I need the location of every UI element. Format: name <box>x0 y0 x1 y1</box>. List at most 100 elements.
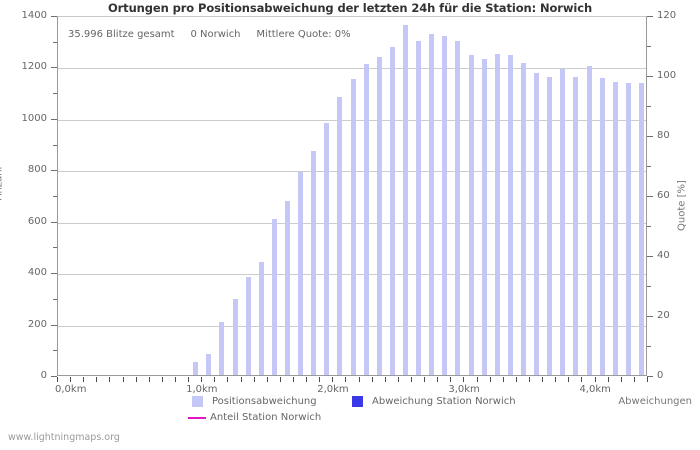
y-axis-right-title: Quote [%] <box>676 180 688 231</box>
x-axis-tick <box>463 377 465 382</box>
bar <box>337 97 343 375</box>
bar <box>534 72 540 375</box>
x-axis-tick <box>450 377 452 382</box>
bar <box>232 299 238 375</box>
bar <box>402 25 408 375</box>
x-axis-tick <box>306 377 308 382</box>
x-axis-tick <box>201 377 203 382</box>
x-axis-tick <box>57 377 58 382</box>
x-axis-tick <box>345 377 347 382</box>
y2-axis-tick <box>647 376 653 377</box>
y-axis-tick <box>51 67 57 69</box>
bar <box>376 57 382 375</box>
x-axis-tick <box>384 377 386 382</box>
y-axis-left-title: Anzahl <box>0 166 5 201</box>
bar <box>350 79 356 375</box>
x-axis-tick <box>332 377 334 382</box>
y-axis-minor-tick <box>53 247 57 249</box>
bar <box>193 362 199 375</box>
y2-axis-tick <box>647 16 653 17</box>
bar <box>258 261 264 375</box>
x-axis-tick <box>253 377 255 382</box>
y2-axis-label: 20 <box>657 310 670 321</box>
x-axis-tick <box>620 377 622 382</box>
y-axis-minor-tick <box>53 298 57 300</box>
y-axis-minor-tick <box>53 196 57 197</box>
legend-label: Anteil Station Norwich <box>210 412 322 423</box>
y2-axis-label: 120 <box>657 10 677 21</box>
y-axis-label: 0 <box>40 370 47 381</box>
x-axis-tick <box>96 377 98 382</box>
x-axis-tick <box>476 377 478 382</box>
bar <box>429 34 435 375</box>
y2-axis-label: 40 <box>657 250 670 261</box>
y-axis-label: 1200 <box>21 61 47 73</box>
legend-line-icon <box>188 416 206 419</box>
bar <box>612 81 618 375</box>
x-axis-tick <box>122 377 124 382</box>
gridline <box>58 68 646 70</box>
x-axis-label: 2,0km <box>317 384 349 395</box>
legend-item-abweichung-station[interactable]: Abweichung Station Norwich <box>352 396 516 407</box>
y-axis-label: 1400 <box>21 10 47 21</box>
x-axis-label: 1,0km <box>186 384 218 395</box>
x-axis-tick <box>148 377 150 382</box>
x-axis-tick <box>227 377 229 382</box>
bar <box>507 54 513 375</box>
x-axis-label: 3,0km <box>448 384 480 395</box>
y-axis-label: 1000 <box>21 112 47 124</box>
y-axis-tick <box>51 273 57 275</box>
y2-axis-minor-tick <box>647 46 651 47</box>
bar <box>442 35 448 375</box>
bar <box>324 123 330 375</box>
y2-axis-label: 60 <box>657 190 670 201</box>
y-axis-label: 200 <box>27 318 47 330</box>
bar <box>311 151 317 375</box>
x-axis-tick <box>240 377 242 382</box>
x-axis-tick <box>161 377 163 382</box>
y-axis-minor-tick <box>53 93 57 95</box>
footer-attribution: www.lightningmaps.org <box>8 432 120 443</box>
page-title: Ortungen pro Positionsabweichung der let… <box>107 1 593 15</box>
y-axis-label: 400 <box>27 267 47 279</box>
y2-axis-tick <box>647 316 653 317</box>
x-axis-tick <box>397 377 399 382</box>
y2-axis-tick <box>647 136 653 137</box>
legend-item-positionsabweichung[interactable]: Positionsabweichung <box>192 396 317 407</box>
y2-axis-minor-tick <box>647 286 651 287</box>
x-axis-tick <box>109 377 111 382</box>
bar <box>494 53 500 375</box>
x-axis-tick <box>647 377 648 382</box>
legend-item-anteil-station[interactable]: Anteil Station Norwich <box>188 412 322 423</box>
x-axis-tick <box>266 377 268 382</box>
x-axis-tick <box>542 377 544 382</box>
y2-axis-label: 0 <box>657 370 664 381</box>
x-axis-tick <box>188 377 190 382</box>
bar <box>638 83 644 375</box>
bar <box>219 322 225 375</box>
y2-axis-label: 80 <box>657 130 670 141</box>
x-axis-tick <box>135 377 137 382</box>
bar <box>573 76 579 375</box>
x-axis-tick <box>437 377 439 382</box>
x-axis-tick <box>371 377 373 382</box>
bar-series-positionsabweichung <box>58 17 646 375</box>
y-axis-tick <box>51 16 57 17</box>
x-axis-tick <box>279 377 281 382</box>
x-axis-tick <box>555 377 557 382</box>
bar <box>363 63 369 375</box>
bar <box>284 201 290 375</box>
legend-swatch-icon <box>192 396 203 407</box>
bar <box>271 219 277 375</box>
y2-axis-tick <box>647 76 653 77</box>
x-axis-tick <box>607 377 609 382</box>
y-axis-minor-tick <box>53 41 57 43</box>
x-axis-tick <box>515 377 517 382</box>
bar <box>481 58 487 375</box>
x-axis-tick <box>83 377 85 382</box>
y2-axis-label: 100 <box>657 70 677 81</box>
legend-swatch-icon <box>352 396 363 407</box>
bar <box>520 62 526 375</box>
y-axis-minor-tick <box>53 350 57 352</box>
x-axis-tick <box>594 377 596 382</box>
